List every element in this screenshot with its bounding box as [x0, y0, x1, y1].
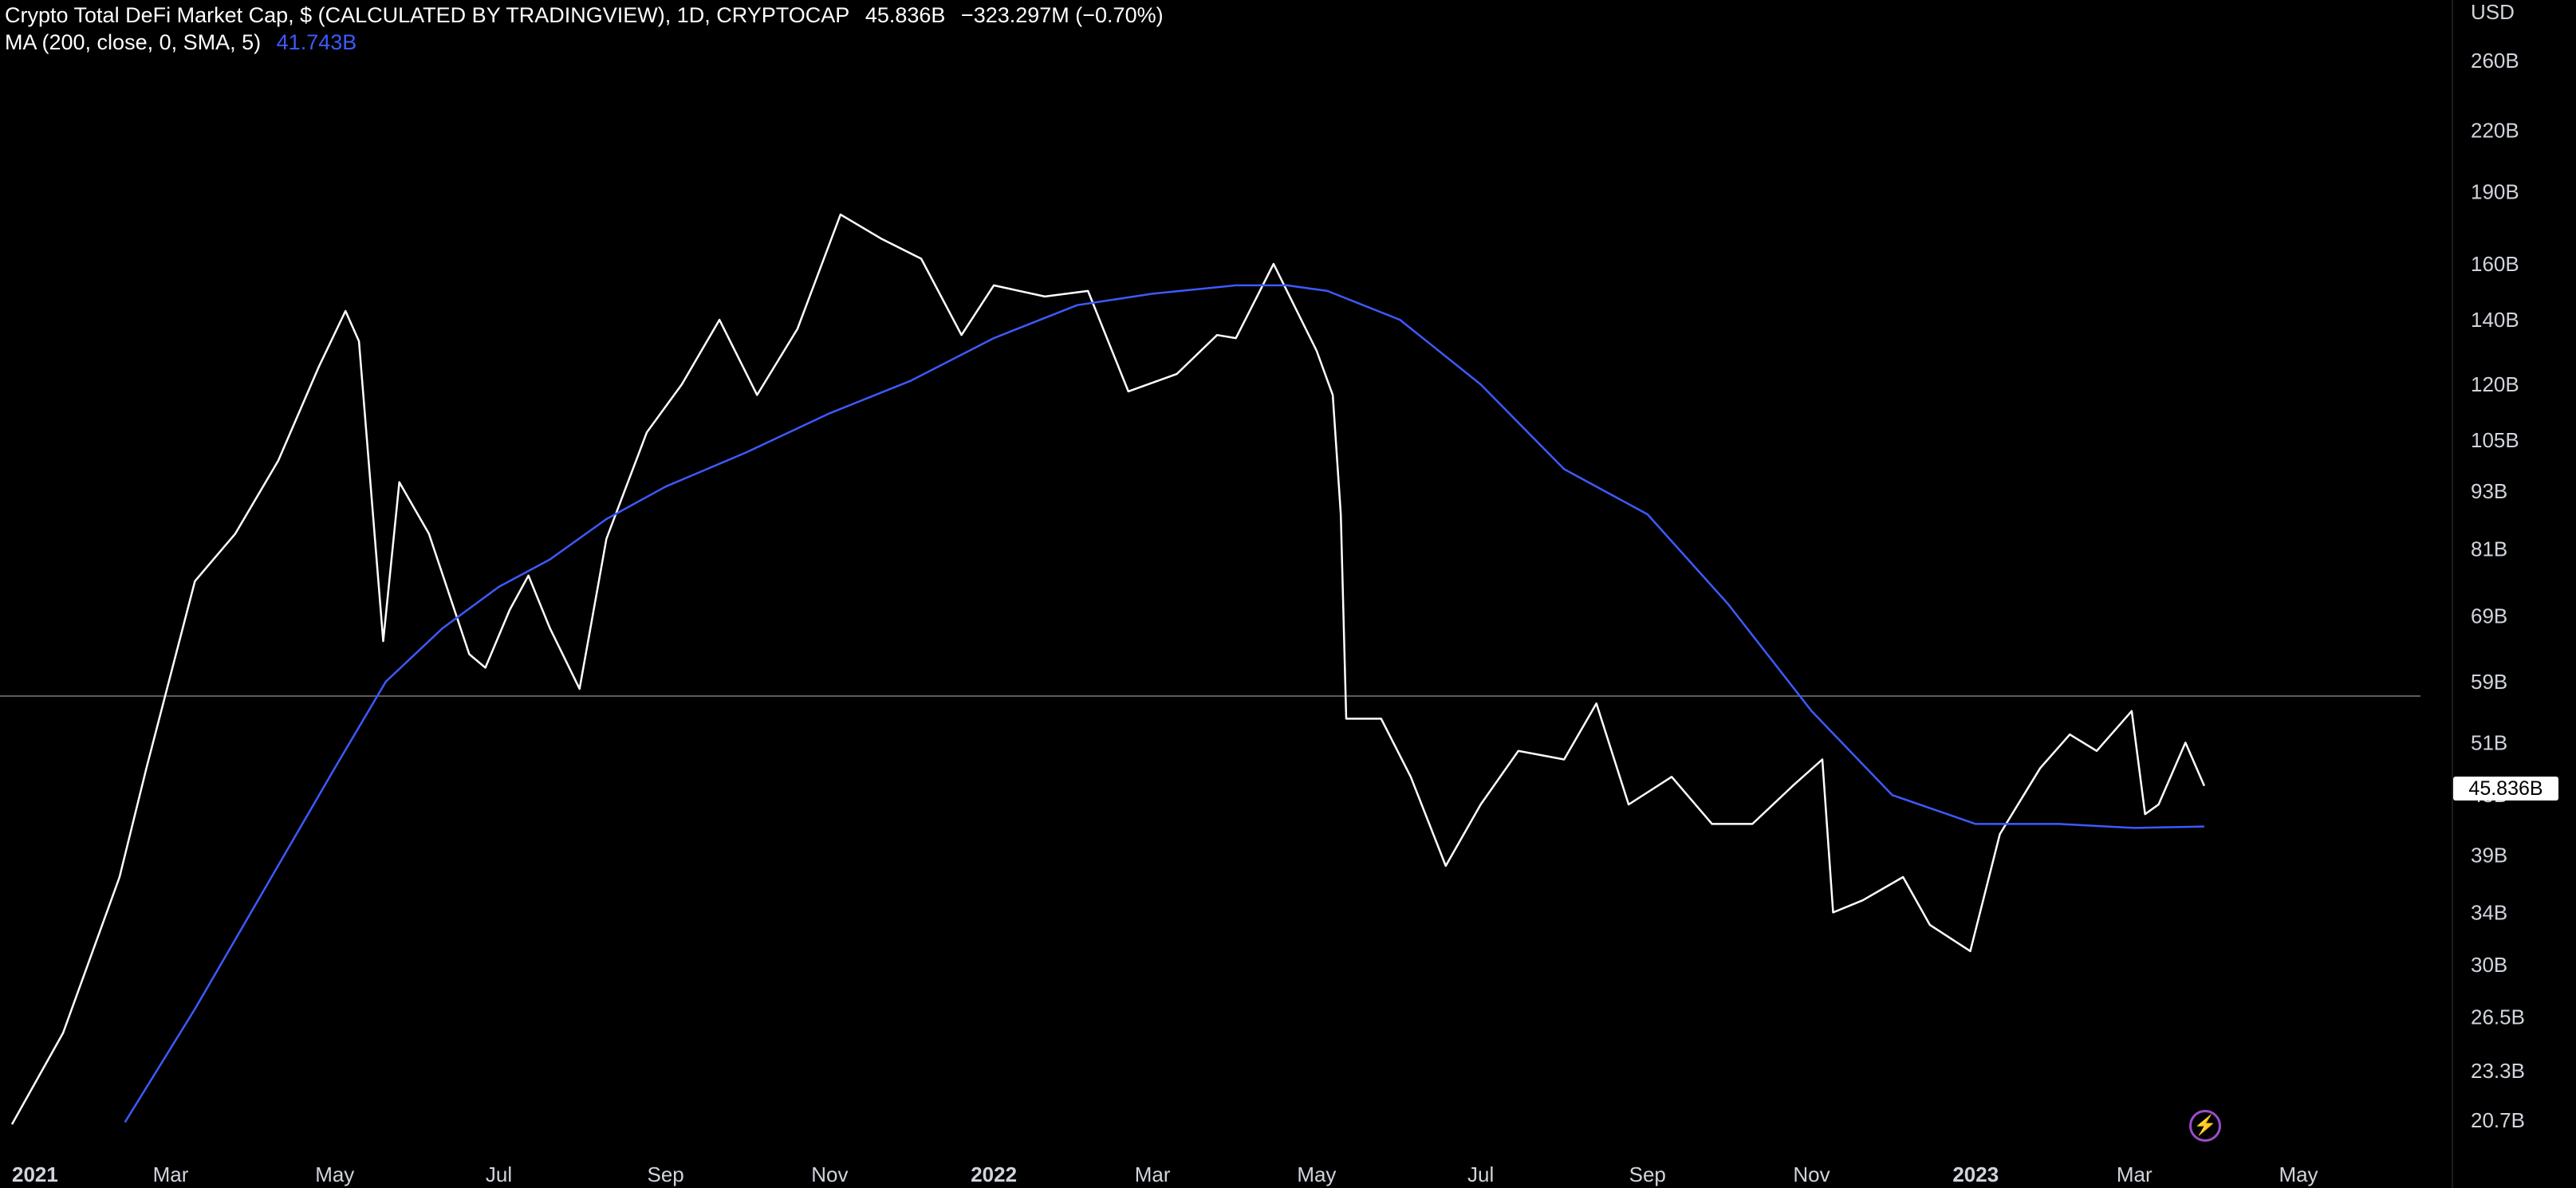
y-tick-label: 23.3B	[2471, 1059, 2525, 1083]
y-tick-label: 39B	[2471, 843, 2507, 867]
x-tick-label: 2021	[12, 1162, 58, 1186]
legend-title: Crypto Total DeFi Market Cap, $ (CALCULA…	[5, 3, 850, 27]
chart-legend-ma: MA (200, close, 0, SMA, 5) 41.743B	[5, 30, 356, 55]
y-tick-label: 20.7B	[2471, 1108, 2525, 1132]
legend-last-value: 45.836B	[865, 3, 946, 27]
last-price-badge: 45.836B	[2453, 777, 2558, 801]
x-tick-label: May	[315, 1162, 354, 1186]
x-tick-label: Jul	[486, 1162, 512, 1186]
x-tick-label: Nov	[811, 1162, 848, 1186]
y-tick-label: 34B	[2471, 900, 2507, 924]
y-tick-label: 93B	[2471, 479, 2507, 503]
x-tick-label: Sep	[1629, 1162, 1666, 1186]
x-tick-label: Sep	[647, 1162, 683, 1186]
price-series-line	[10, 213, 2206, 1125]
y-tick-label: 30B	[2471, 953, 2507, 977]
y-tick-label: 220B	[2471, 119, 2519, 143]
legend-change: −323.297M (−0.70%)	[960, 3, 1164, 27]
x-tick-label: 2023	[1952, 1162, 1999, 1186]
y-tick-label: 120B	[2471, 372, 2519, 396]
y-tick-label: 51B	[2471, 730, 2507, 754]
y-axis-unit: USD	[2471, 0, 2515, 24]
y-tick-label: 105B	[2471, 428, 2519, 452]
lightning-icon[interactable]: ⚡	[2189, 1110, 2221, 1142]
y-tick-label: 59B	[2471, 670, 2507, 694]
x-tick-label: Nov	[1793, 1162, 1830, 1186]
y-tick-label: 81B	[2471, 537, 2507, 561]
x-tick-label: May	[1297, 1162, 1336, 1186]
y-tick-label: 260B	[2471, 49, 2519, 73]
y-tick-label: 190B	[2471, 180, 2519, 204]
y-tick-label: 26.5B	[2471, 1005, 2525, 1029]
y-tick-label: 160B	[2471, 252, 2519, 276]
x-tick-label: 2022	[971, 1162, 1017, 1186]
x-tick-label: Mar	[2117, 1162, 2153, 1186]
chart-legend-title: Crypto Total DeFi Market Cap, $ (CALCULA…	[5, 3, 1164, 28]
x-tick-label: May	[2279, 1162, 2318, 1186]
legend-ma-value: 41.743B	[276, 30, 357, 54]
y-tick-label: 140B	[2471, 308, 2519, 332]
y-tick-label: 69B	[2471, 604, 2507, 628]
x-tick-label: Mar	[1135, 1162, 1171, 1186]
legend-ma-label: MA (200, close, 0, SMA, 5)	[5, 30, 262, 54]
ma-series-line	[124, 284, 2204, 1123]
x-tick-label: Jul	[1467, 1162, 1494, 1186]
x-tick-label: Mar	[153, 1162, 189, 1186]
